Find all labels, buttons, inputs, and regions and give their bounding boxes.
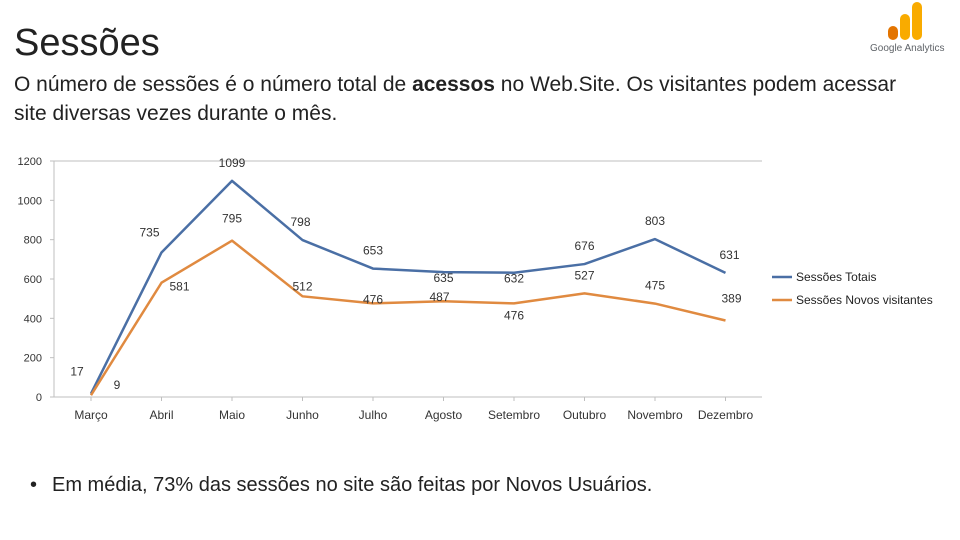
y-tick-label: 400 xyxy=(24,313,42,325)
data-label: 676 xyxy=(574,239,594,253)
y-tick-label: 1200 xyxy=(18,156,42,168)
subtitle-post: no Web.Site. Os visitantes podem acessar… xyxy=(14,73,897,125)
summary-text: Em média, 73% das sessões no site são fe… xyxy=(52,474,653,496)
x-tick-label: Maio xyxy=(219,408,245,422)
legend-label: Sessões Totais xyxy=(796,270,877,284)
x-tick-label: Abril xyxy=(149,408,173,422)
data-label: 653 xyxy=(363,244,383,258)
data-label: 527 xyxy=(574,268,594,282)
data-label: 795 xyxy=(222,212,242,226)
x-tick-label: Junho xyxy=(286,408,319,422)
y-tick-label: 800 xyxy=(24,235,42,247)
data-label: 476 xyxy=(363,292,383,306)
bullet-marker: • xyxy=(30,474,38,496)
y-tick-label: 600 xyxy=(24,274,42,286)
x-tick-label: Dezembro xyxy=(698,408,754,422)
x-tick-label: Março xyxy=(74,408,108,422)
x-tick-label: Setembro xyxy=(488,408,540,422)
x-tick-label: Novembro xyxy=(627,408,683,422)
data-label: 735 xyxy=(139,225,159,239)
data-label: 632 xyxy=(504,272,524,286)
x-tick-label: Outubro xyxy=(563,408,607,422)
data-label: 803 xyxy=(645,214,665,228)
data-label: 476 xyxy=(504,308,524,322)
data-label: 635 xyxy=(433,271,453,285)
data-label: 475 xyxy=(645,279,665,293)
data-label: 1099 xyxy=(219,156,246,170)
x-tick-label: Julho xyxy=(359,408,388,422)
data-label: 512 xyxy=(292,279,312,293)
series-line xyxy=(89,239,726,396)
y-tick-label: 1000 xyxy=(18,195,42,207)
data-label: 17 xyxy=(70,365,84,379)
sessions-line-chart: 0 200 400 600 800 1000 1200 Março Abril Maio Junho… xyxy=(18,156,933,422)
data-label: 798 xyxy=(290,215,310,229)
y-tick-label: 200 xyxy=(24,353,42,365)
legend-label: Sessões Novos visitantes xyxy=(796,293,933,307)
data-label: 631 xyxy=(719,248,739,262)
y-tick-label: 0 xyxy=(36,392,42,404)
data-label: 487 xyxy=(429,290,449,304)
data-label: 9 xyxy=(114,378,121,392)
data-label: 581 xyxy=(169,280,189,294)
google-analytics-icon xyxy=(888,2,922,40)
subtitle-pre: O número de sessões é o número total de xyxy=(14,73,413,96)
summary-bullet: • Em média, 73% das sessões no site são f… xyxy=(30,474,652,497)
data-label: 389 xyxy=(721,291,741,305)
series-line xyxy=(89,179,727,395)
page-title: Sessões xyxy=(14,22,160,64)
google-analytics-label: Google Analytics xyxy=(870,43,945,54)
subtitle-bold: acessos xyxy=(412,73,495,96)
x-tick-label: Agosto xyxy=(425,408,463,422)
page-subtitle: O número de sessões é o número total de … xyxy=(14,70,934,128)
